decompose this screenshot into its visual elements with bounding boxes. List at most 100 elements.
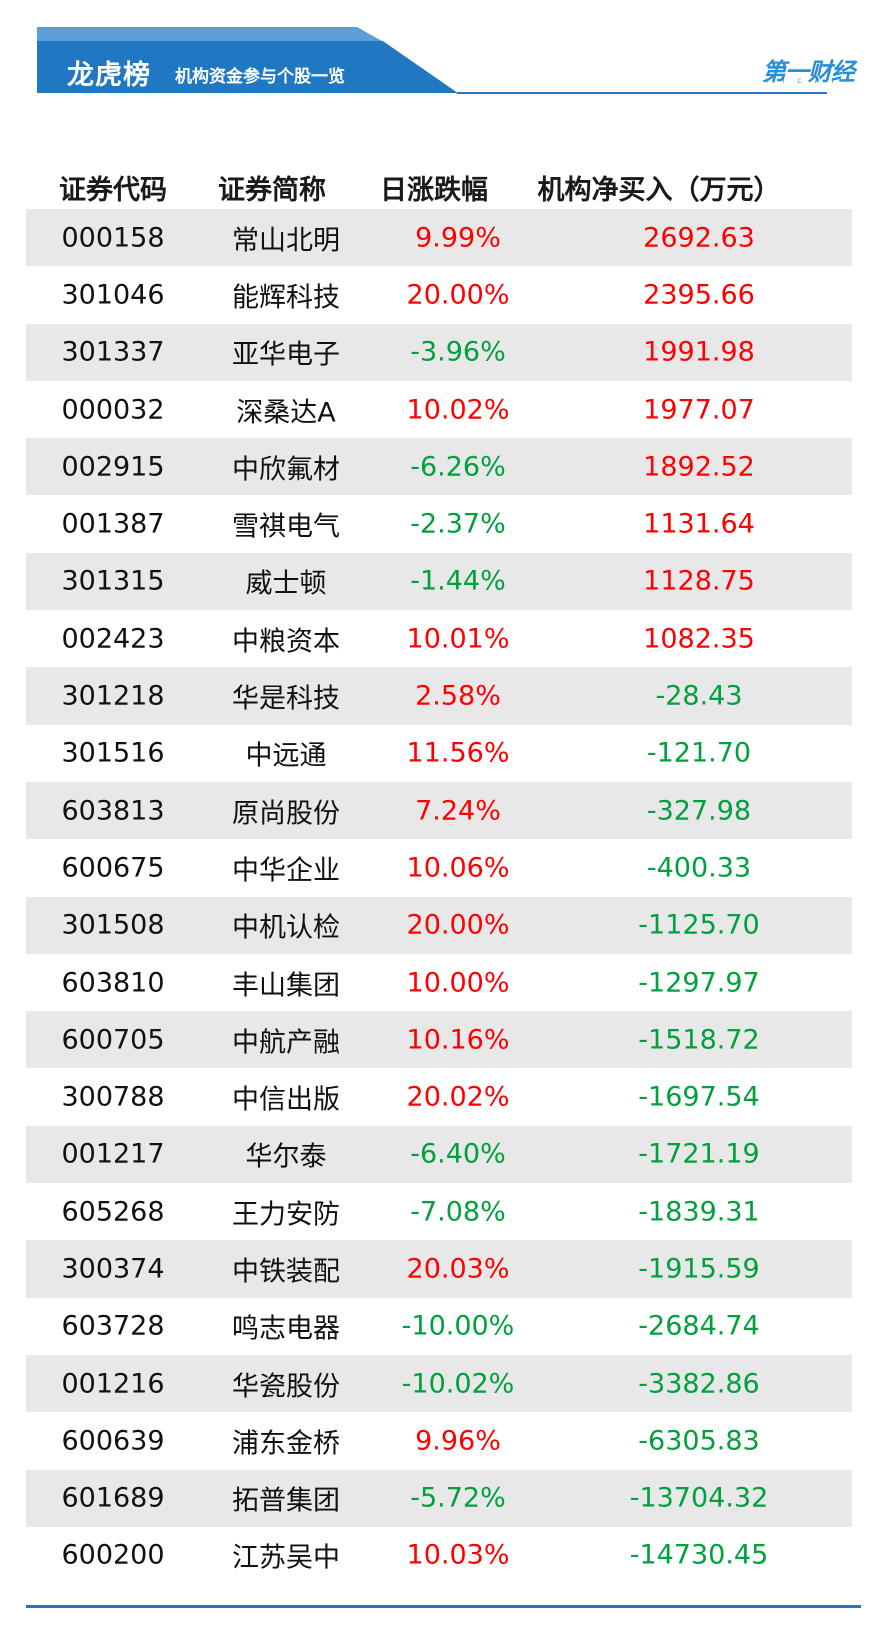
cell-net-buy: -1915.59 [638, 1253, 760, 1285]
cell-code: 301218 [61, 680, 165, 712]
header-net-buy: 机构净买入（万元） [537, 175, 781, 206]
cell-change: 9.96% [415, 1425, 501, 1457]
table-row: 600200 江苏吴中 10.03% -14730.45 [26, 1527, 852, 1584]
cell-net-buy: 1082.35 [643, 623, 755, 655]
cell-name: 中航产融 [232, 1027, 340, 1059]
table-row: 000032 深桑达A 10.02% 1977.07 [26, 381, 852, 438]
table-row: 600675 中华企业 10.06% -400.33 [26, 839, 852, 896]
cell-name: 中机认检 [232, 912, 340, 944]
header-name: 证券简称 [218, 175, 326, 206]
cell-code: 301508 [61, 909, 165, 941]
cell-change: 20.00% [406, 909, 510, 941]
table-row: 300374 中铁装配 20.03% -1915.59 [26, 1240, 852, 1298]
cell-net-buy: -6305.83 [638, 1425, 760, 1457]
cell-net-buy: -1297.97 [638, 967, 760, 998]
cell-name: 雪祺电气 [232, 511, 340, 543]
cell-name: 中欣氟材 [232, 454, 340, 486]
table-row: 600639 浦东金桥 9.96% -6305.83 [26, 1412, 852, 1469]
cell-name: 原尚股份 [232, 798, 340, 830]
cell-net-buy: -327.98 [646, 795, 752, 827]
banner-shape [37, 27, 827, 94]
cell-net-buy: 1991.98 [643, 336, 755, 368]
cell-net-buy: -13704.32 [629, 1482, 769, 1514]
cell-code: 600705 [61, 1024, 165, 1056]
table-header: 证券代码 证券简称 日涨跌幅 机构净买入（万元） [26, 168, 852, 208]
table-row: 301337 亚华电子 -3.96% 1991.98 [26, 323, 852, 381]
cell-code: 600200 [61, 1539, 165, 1571]
cell-net-buy: -1518.72 [638, 1024, 760, 1056]
cell-code: 301315 [61, 565, 165, 597]
cell-name: 丰山集团 [232, 970, 340, 1001]
cell-code: 301516 [61, 737, 165, 769]
table-row: 301218 华是科技 2.58% -28.43 [26, 667, 852, 725]
cell-change: -3.96% [410, 336, 506, 368]
cell-change: -6.26% [410, 451, 506, 483]
cell-code: 301337 [61, 336, 165, 368]
cell-net-buy: 1977.07 [643, 394, 755, 426]
cell-code: 301046 [61, 279, 165, 311]
cell-name: 华是科技 [232, 683, 340, 715]
table-row: 301046 能辉科技 20.00% 2395.66 [26, 266, 852, 323]
table-row: 600705 中航产融 10.16% -1518.72 [26, 1011, 852, 1069]
cell-net-buy: -14730.45 [629, 1539, 769, 1571]
data-table: 000158 常山北明 9.99% 2692.63 301046 能辉科技 20.00% 23… [26, 209, 852, 1584]
yicai-logo: 第一财经 [762, 58, 855, 86]
table-row: 301315 威士顿 -1.44% 1128.75 [26, 552, 852, 611]
cell-net-buy: -1721.19 [638, 1138, 760, 1170]
table-row: 301508 中机认检 20.00% -1125.70 [26, 896, 852, 954]
cell-name: 能辉科技 [232, 282, 340, 314]
cell-change: 10.00% [406, 967, 510, 998]
cell-name: 深桑达A [236, 397, 336, 429]
yicai-logo-sub: YICAI [766, 78, 847, 85]
cell-net-buy: -2684.74 [638, 1310, 760, 1342]
cell-name: 中华企业 [232, 855, 340, 887]
cell-code: 300788 [61, 1081, 165, 1113]
cell-code: 001217 [61, 1138, 165, 1170]
cell-code: 000032 [61, 394, 165, 426]
cell-net-buy: -3382.86 [638, 1368, 760, 1400]
cell-net-buy: -1839.31 [638, 1196, 760, 1228]
table-row: 603728 鸣志电器 -10.00% -2684.74 [26, 1298, 852, 1355]
cell-name: 王力安防 [232, 1199, 340, 1231]
cell-change: 20.03% [406, 1253, 510, 1285]
cell-code: 601689 [61, 1482, 165, 1514]
cell-change: 20.02% [406, 1081, 510, 1113]
cell-code: 001387 [61, 508, 165, 540]
cell-code: 603810 [61, 967, 165, 998]
cell-name: 浦东金桥 [232, 1428, 340, 1460]
cell-name: 威士顿 [245, 568, 327, 600]
cell-code: 603728 [61, 1310, 165, 1342]
cell-name: 华尔泰 [245, 1141, 327, 1173]
cell-code: 600675 [61, 852, 165, 884]
cell-change: 2.58% [415, 680, 501, 712]
cell-name: 鸣志电器 [232, 1313, 340, 1345]
cell-name: 中粮资本 [232, 626, 340, 658]
cell-change: 20.00% [406, 279, 510, 311]
page-title: 龙虎榜 [67, 60, 151, 91]
cell-change: 9.99% [415, 222, 501, 254]
cell-name: 亚华电子 [232, 339, 340, 371]
page-subtitle: 机构资金参与个股一览 [175, 67, 345, 87]
cell-change: -7.08% [410, 1196, 506, 1228]
table-row: 000158 常山北明 9.99% 2692.63 [26, 209, 852, 267]
cell-change: -5.72% [410, 1482, 506, 1514]
cell-name: 江苏吴中 [232, 1542, 340, 1574]
table-row: 001216 华瓷股份 -10.02% -3382.86 [26, 1354, 852, 1413]
cell-change: -2.37% [410, 508, 506, 540]
table-row: 603813 原尚股份 7.24% -327.98 [26, 781, 852, 840]
cell-code: 000158 [61, 222, 165, 254]
cell-name: 拓普集团 [232, 1485, 340, 1517]
header-change: 日涨跌幅 [380, 175, 488, 206]
cell-change: -10.02% [401, 1368, 515, 1400]
cell-change: 10.02% [406, 394, 510, 426]
table-row: 601689 拓普集团 -5.72% -13704.32 [26, 1469, 852, 1527]
cell-code: 300374 [61, 1253, 165, 1285]
table-row: 300788 中信出版 20.02% -1697.54 [26, 1068, 852, 1125]
cell-net-buy: -400.33 [646, 852, 752, 884]
cell-net-buy: -121.70 [646, 737, 752, 769]
cell-name: 中铁装配 [232, 1256, 340, 1288]
cell-name: 中信出版 [232, 1084, 340, 1116]
cell-change: 10.06% [406, 852, 510, 884]
cell-net-buy: -1697.54 [638, 1081, 760, 1113]
cell-change: 10.16% [406, 1024, 510, 1056]
